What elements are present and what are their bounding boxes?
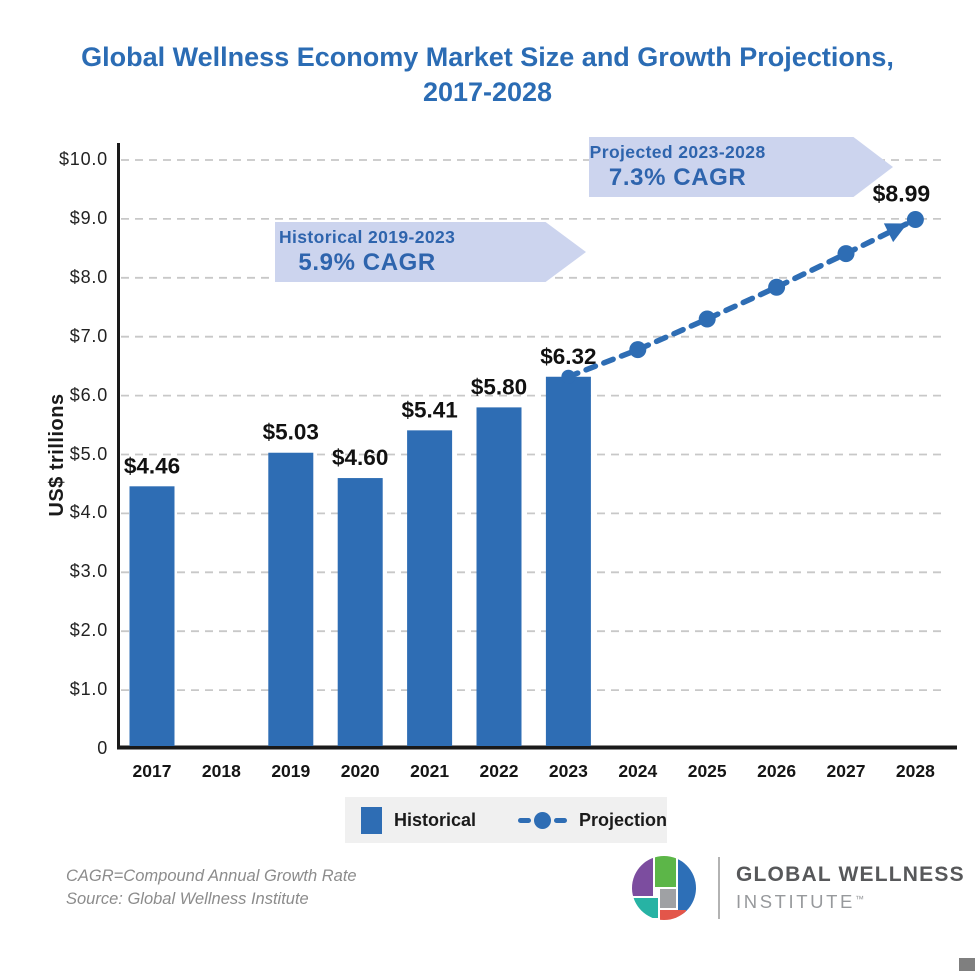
projection-point-2025	[698, 310, 716, 328]
logo-tile-red	[660, 910, 686, 920]
x-tick-2019: 2019	[271, 761, 311, 781]
chart-title-line1: Global Wellness Economy Market Size and …	[81, 42, 894, 72]
chart-title: Global Wellness Economy Market Size and …	[0, 40, 975, 110]
chart-title-line2: 2017-2028	[422, 77, 553, 107]
projection-value-label-2028: $8.99	[873, 180, 931, 206]
bar-value-label-2017: $4.46	[124, 453, 180, 478]
historical-banner-cagr: 5.9% CAGR	[298, 249, 436, 276]
bar-value-label-2022: $5.80	[471, 374, 527, 399]
logo-tile-green	[655, 856, 676, 887]
x-tick-2020: 2020	[340, 761, 380, 781]
x-tick-2018: 2018	[201, 761, 241, 781]
legend-label-projection: Projection	[578, 809, 667, 830]
y-tick-$2.0: $2.0	[69, 620, 108, 641]
projected-banner-period: Projected 2023-2028	[589, 142, 766, 162]
projection-dash-icon	[553, 817, 567, 823]
y-tick-$6.0: $6.0	[69, 384, 108, 405]
bar-value-label-2020: $4.60	[332, 445, 388, 470]
bar-2019	[268, 452, 314, 746]
source-note: Source: Global Wellness Institute	[66, 889, 309, 908]
x-tick-2017: 2017	[132, 761, 172, 781]
historical-cagr-banner: Historical 2019-2023 5.9% CAGR	[275, 222, 586, 282]
bar-2023	[545, 376, 591, 746]
projection-dash-icon	[517, 817, 531, 823]
logo-tile-teal	[632, 898, 658, 918]
y-tick-$4.0: $4.0	[69, 502, 108, 523]
y-tick-$10.0: $10.0	[58, 149, 108, 169]
y-tick-$8.0: $8.0	[69, 266, 108, 287]
trademark-symbol: ™	[854, 893, 864, 904]
gwi-logo-mark-icon	[632, 856, 696, 920]
bar-value-label-2023: $6.32	[540, 344, 596, 369]
projection-point-2028	[906, 210, 924, 228]
historical-legend-swatch-icon	[361, 806, 382, 834]
bar-2017	[129, 486, 175, 746]
logo-tile-gray	[660, 889, 676, 908]
projection-point-2024	[629, 341, 647, 359]
projection-point-2027	[837, 245, 855, 263]
source-footnotes: CAGR=Compound Annual Growth Rate Source:…	[66, 865, 357, 910]
historical-banner-period: Historical 2019-2023	[278, 227, 456, 247]
x-tick-2028: 2028	[895, 761, 935, 781]
x-tick-2024: 2024	[618, 761, 658, 781]
bar-value-label-2019: $5.03	[263, 420, 319, 445]
logo-divider	[718, 857, 720, 919]
logo-text-global-wellness: GLOBAL WELLNESS	[736, 862, 965, 886]
bar-value-label-2021: $5.41	[401, 397, 457, 422]
projected-cagr-banner: Projected 2023-2028 7.3% CAGR	[589, 137, 893, 197]
logo-text-institute: INSTITUTE™	[736, 890, 864, 912]
gwi-logo: GLOBAL WELLNESS INSTITUTE™	[632, 853, 965, 923]
legend-label-historical: Historical	[393, 809, 476, 830]
projection-dot-icon	[533, 811, 551, 829]
chart-legend: Historical Projection	[345, 797, 667, 843]
y-tick-$7.0: $7.0	[69, 325, 108, 346]
x-tick-2023: 2023	[548, 761, 588, 781]
projection-dashed-line	[565, 216, 919, 380]
x-tick-2021: 2021	[410, 761, 450, 781]
bar-2022	[476, 407, 522, 746]
x-tick-2022: 2022	[479, 761, 519, 781]
logo-tile-blue	[678, 858, 696, 914]
projected-banner-cagr: 7.3% CAGR	[608, 164, 747, 191]
projection-point-2023	[561, 369, 576, 384]
projection-arrowhead-icon	[883, 223, 908, 243]
projection-point-2026	[768, 278, 786, 296]
y-tick-0: 0	[97, 738, 108, 758]
x-tick-2027: 2027	[826, 761, 866, 781]
corner-artifact	[959, 958, 975, 971]
y-tick-$1.0: $1.0	[69, 679, 108, 700]
x-tick-2026: 2026	[757, 761, 797, 781]
y-tick-$9.0: $9.0	[69, 207, 108, 228]
x-tick-2025: 2025	[687, 761, 727, 781]
y-tick-$3.0: $3.0	[69, 561, 108, 582]
projection-legend-line-icon	[517, 811, 567, 829]
logo-tile-purple	[632, 856, 653, 896]
cagr-definition-note: CAGR=Compound Annual Growth Rate	[66, 867, 357, 885]
bar-2020	[337, 478, 383, 746]
y-tick-$5.0: $5.0	[69, 443, 108, 464]
bar-2021	[407, 430, 453, 746]
